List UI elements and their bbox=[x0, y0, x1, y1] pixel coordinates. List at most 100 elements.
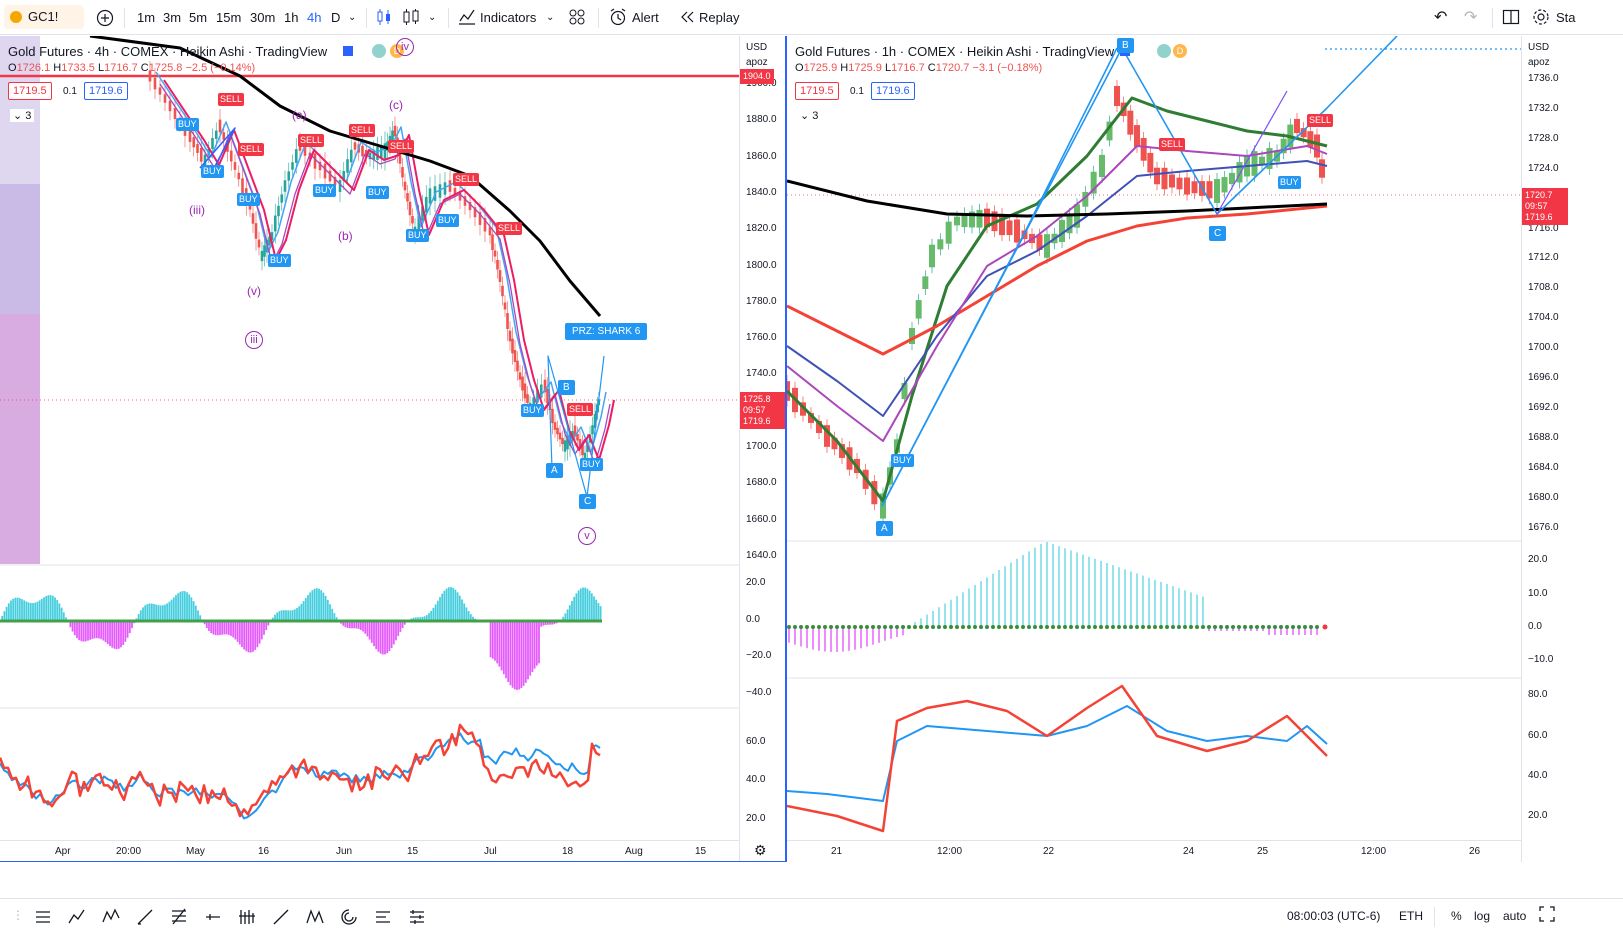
right-indicator-toggle[interactable]: ⌄ 3 bbox=[797, 109, 822, 122]
fib-icon[interactable] bbox=[170, 908, 188, 926]
redo-icon[interactable]: ↷ bbox=[1464, 9, 1478, 26]
path-icon[interactable] bbox=[374, 908, 392, 926]
oscillator-tick-label: 10.0 bbox=[1528, 588, 1548, 599]
flag-icon[interactable] bbox=[343, 46, 353, 56]
log-toggle[interactable]: log bbox=[1474, 909, 1491, 923]
pattern-point-a: A bbox=[546, 463, 563, 478]
oscillator-tick-label: 20.0 bbox=[746, 813, 766, 824]
left-price-axis[interactable]: USD apoz 1900.01880.01860.01840.01820.01… bbox=[739, 36, 786, 862]
horizontal-ray-icon[interactable] bbox=[204, 908, 222, 926]
price-tick-label: 1760.0 bbox=[746, 332, 777, 344]
chart-divider[interactable] bbox=[785, 36, 787, 862]
alert-button[interactable]: Alert bbox=[632, 10, 659, 25]
wave-123-icon[interactable] bbox=[102, 908, 120, 926]
oscillator-dot bbox=[841, 625, 845, 629]
indicators-button[interactable]: Indicators bbox=[480, 10, 537, 25]
bars-style-icon[interactable] bbox=[402, 0, 420, 35]
cycle-icon[interactable] bbox=[340, 908, 358, 926]
left-sell-price[interactable]: 1719.5 bbox=[8, 82, 52, 100]
interval-5m[interactable]: 5m bbox=[189, 10, 208, 25]
sliders-icon[interactable] bbox=[408, 908, 426, 926]
long-moving-average bbox=[787, 179, 1328, 218]
right-sell-price[interactable]: 1719.5 bbox=[795, 82, 839, 100]
toolbar-cut-label[interactable]: Sta bbox=[1556, 10, 1576, 25]
left-axis-unit[interactable]: USD bbox=[746, 42, 768, 53]
candle-body bbox=[523, 383, 527, 399]
candle-body bbox=[937, 239, 944, 250]
candle-body bbox=[342, 170, 346, 182]
indicators-icon[interactable] bbox=[458, 0, 476, 35]
left-axis-settings-icon[interactable]: ⚙ bbox=[754, 842, 767, 858]
right-chart-title[interactable]: Gold Futures · 1h · COMEX · Heikin Ashi … bbox=[795, 44, 1115, 59]
oscillator-dot bbox=[1201, 625, 1205, 629]
left-chart-canvas[interactable] bbox=[0, 36, 786, 862]
replay-button[interactable]: Replay bbox=[699, 10, 740, 25]
drag-handle-icon[interactable]: ⋮ bbox=[12, 908, 24, 922]
pattern-point-c: C bbox=[579, 494, 597, 509]
price-tick-label: 1800.0 bbox=[746, 259, 777, 271]
line-icon[interactable] bbox=[272, 908, 290, 926]
symbol-search[interactable]: GC1! bbox=[4, 5, 84, 29]
ray-icon[interactable] bbox=[136, 908, 154, 926]
alert-clock-icon[interactable] bbox=[609, 0, 627, 35]
time-tick-label: Apr bbox=[55, 846, 71, 857]
percent-toggle[interactable]: % bbox=[1451, 909, 1462, 923]
compare-plus-icon[interactable] bbox=[96, 0, 116, 35]
xabcd-icon[interactable] bbox=[306, 908, 324, 926]
right-axis-unit[interactable]: USD bbox=[1528, 42, 1550, 53]
settings-gear-icon[interactable] bbox=[1532, 0, 1550, 35]
left-time-axis[interactable]: Apr 20:00 May 16 Jun 15 Jul 18 Aug 15 bbox=[0, 840, 739, 862]
interval-3m[interactable]: 3m bbox=[163, 10, 182, 25]
interval-1m[interactable]: 1m bbox=[137, 10, 156, 25]
cursor-lines-icon[interactable] bbox=[34, 908, 52, 926]
interval-4h[interactable]: 4h bbox=[307, 10, 322, 25]
right-time-axis[interactable]: 21 12:00 22 24 25 12:00 26 bbox=[787, 840, 1521, 862]
left-chart-pane[interactable]: Gold Futures · 4h · COMEX · Heikin Ashi … bbox=[0, 36, 786, 862]
dividends-icon[interactable]: D bbox=[1173, 44, 1187, 58]
left-buy-price[interactable]: 1719.6 bbox=[84, 82, 128, 100]
chevron-down-icon[interactable]: ⌄ bbox=[348, 12, 357, 23]
interval-d[interactable]: D bbox=[331, 10, 341, 25]
candle-body bbox=[338, 179, 342, 193]
session-toggle[interactable]: ETH bbox=[1399, 909, 1423, 923]
right-chart-pane[interactable]: Gold Futures · 1h · COMEX · Heikin Ashi … bbox=[787, 36, 1623, 862]
bars-pattern-icon[interactable] bbox=[238, 908, 256, 926]
price-tick-label: 1700.0 bbox=[746, 441, 777, 452]
eye-icon[interactable] bbox=[372, 44, 386, 58]
harmonic-pattern-line bbox=[881, 47, 1118, 507]
candle-body bbox=[518, 372, 522, 380]
right-buy-price[interactable]: 1719.6 bbox=[871, 82, 915, 100]
templates-grid-icon[interactable] bbox=[568, 0, 586, 35]
left-indicator-toggle[interactable]: ⌄ 3 bbox=[10, 109, 35, 122]
right-chart-canvas[interactable] bbox=[787, 36, 1623, 862]
undo-icon[interactable]: ↶ bbox=[1434, 9, 1448, 26]
trend-abc-icon[interactable] bbox=[68, 908, 86, 926]
oscillator-dot bbox=[1165, 625, 1169, 629]
eye-icon[interactable] bbox=[1157, 44, 1171, 58]
candle-body bbox=[168, 100, 172, 112]
time-tick-label: 26 bbox=[1469, 846, 1481, 857]
right-last-price: 1720.7 09:57 1719.6 bbox=[1522, 188, 1568, 225]
replay-icon[interactable] bbox=[679, 0, 695, 35]
oscillator-dot bbox=[931, 625, 935, 629]
prz-label[interactable]: PRZ: SHARK 6 bbox=[565, 323, 648, 340]
price-tick-label: 1688.0 bbox=[1528, 431, 1559, 443]
right-axis-mode[interactable]: apoz bbox=[1528, 57, 1550, 68]
interval-30m[interactable]: 30m bbox=[250, 10, 276, 25]
chevron-down-icon[interactable]: ⌄ bbox=[546, 12, 555, 23]
chevron-down-icon[interactable]: ⌄ bbox=[428, 12, 437, 23]
candles-icon[interactable] bbox=[376, 0, 392, 35]
left-axis-mode[interactable]: apoz bbox=[746, 57, 768, 68]
clock-time[interactable]: 08:00:03 (UTC-6) bbox=[1287, 909, 1381, 923]
candle-body bbox=[1214, 179, 1220, 203]
candle-body bbox=[969, 211, 975, 228]
right-price-axis[interactable]: USD apoz 1736.01732.01728.01724.01720.01… bbox=[1521, 36, 1570, 862]
left-chart-title[interactable]: Gold Futures · 4h · COMEX · Heikin Ashi … bbox=[8, 44, 328, 59]
interval-1h[interactable]: 1h bbox=[284, 10, 299, 25]
auto-toggle[interactable]: auto bbox=[1503, 909, 1527, 923]
wave-circle-iv: iv bbox=[396, 38, 414, 56]
interval-15m[interactable]: 15m bbox=[216, 10, 242, 25]
layout-icon[interactable] bbox=[1502, 0, 1520, 35]
fullscreen-icon[interactable] bbox=[1539, 906, 1555, 925]
oscillator-dot bbox=[1171, 625, 1175, 629]
